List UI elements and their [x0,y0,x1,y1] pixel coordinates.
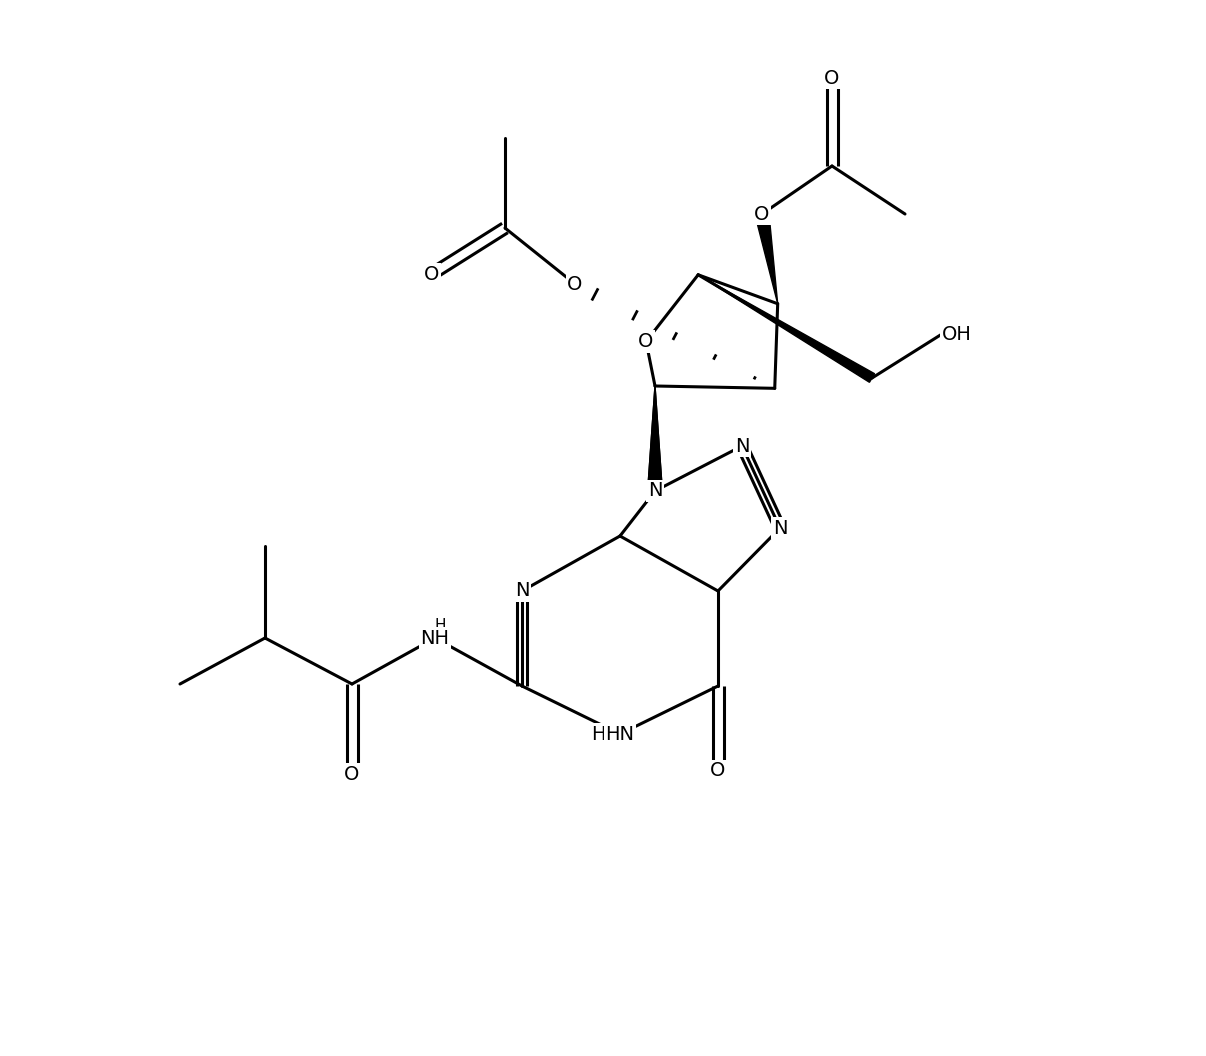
Polygon shape [755,213,778,304]
Text: N: N [515,582,529,601]
Text: O: O [825,69,839,88]
Text: HN: HN [605,724,634,743]
Text: N: N [773,518,788,538]
Text: N: N [423,628,438,647]
Text: O: O [344,765,359,784]
Text: N: N [648,482,662,501]
Text: O: O [567,275,582,294]
Text: O: O [344,765,359,784]
Text: O: O [754,205,769,224]
Polygon shape [648,386,662,486]
Text: HN: HN [591,724,620,743]
Text: N: N [734,436,749,455]
Text: N: N [648,482,662,501]
Text: N: N [515,582,529,601]
Polygon shape [698,275,874,382]
Polygon shape [648,386,662,486]
Text: O: O [754,205,769,224]
Text: O: O [825,69,839,88]
Text: O: O [638,332,654,351]
Text: O: O [425,264,440,283]
Text: O: O [710,761,726,780]
Text: OH: OH [942,324,972,343]
Text: H: H [434,619,446,634]
Text: O: O [425,264,440,283]
Text: O: O [710,761,726,780]
Text: NH: NH [421,628,450,647]
Text: O: O [567,275,582,294]
Text: OH: OH [942,324,972,343]
Text: N: N [773,518,788,538]
Text: O: O [638,332,654,351]
